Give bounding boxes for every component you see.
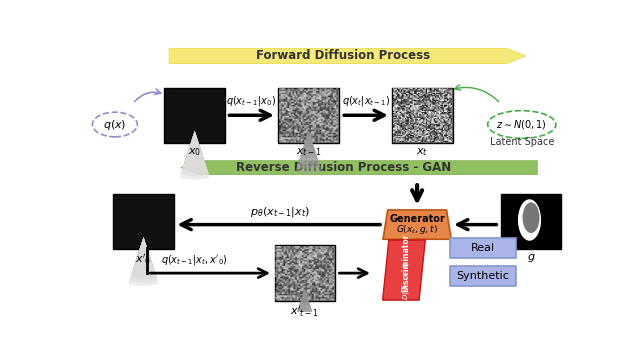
Wedge shape xyxy=(141,237,145,244)
Wedge shape xyxy=(296,289,313,316)
Wedge shape xyxy=(188,131,202,153)
Wedge shape xyxy=(134,237,153,266)
Wedge shape xyxy=(303,131,314,147)
Text: Discriminator: Discriminator xyxy=(401,233,410,292)
Wedge shape xyxy=(193,131,196,137)
Text: $\mathit{z \sim N(0,1)}$: $\mathit{z \sim N(0,1)}$ xyxy=(497,118,547,131)
FancyBboxPatch shape xyxy=(501,194,561,249)
Wedge shape xyxy=(300,289,310,305)
Text: $\mathit{G(x_t, g, t)}$: $\mathit{G(x_t, g, t)}$ xyxy=(396,224,438,237)
Wedge shape xyxy=(302,131,316,152)
Wedge shape xyxy=(191,131,199,144)
Text: Reverse Diffusion Process - GAN: Reverse Diffusion Process - GAN xyxy=(236,161,451,174)
FancyBboxPatch shape xyxy=(113,194,174,249)
Text: $\mathit{x'_0}$: $\mathit{x'_0}$ xyxy=(136,252,152,267)
Wedge shape xyxy=(184,131,205,163)
Text: $\mathit{q(x_{t-1}|x_0)}$: $\mathit{q(x_{t-1}|x_0)}$ xyxy=(226,94,276,108)
Wedge shape xyxy=(303,289,307,294)
Wedge shape xyxy=(136,237,152,263)
Wedge shape xyxy=(182,131,208,173)
FancyBboxPatch shape xyxy=(278,87,339,143)
Wedge shape xyxy=(293,289,317,326)
Text: $\mathit{x_0}$: $\mathit{x_0}$ xyxy=(188,146,202,158)
Wedge shape xyxy=(138,237,150,257)
Wedge shape xyxy=(298,131,319,163)
Wedge shape xyxy=(307,131,310,136)
FancyBboxPatch shape xyxy=(164,87,225,143)
Text: Generator: Generator xyxy=(389,214,445,224)
FancyBboxPatch shape xyxy=(451,266,516,286)
Wedge shape xyxy=(305,131,312,141)
Wedge shape xyxy=(129,237,159,286)
Text: Latent Space: Latent Space xyxy=(490,137,554,147)
Wedge shape xyxy=(189,131,200,147)
Wedge shape xyxy=(301,289,308,299)
FancyBboxPatch shape xyxy=(392,87,452,143)
Text: $\mathit{D(x'_*, x_t, t)}$: $\mathit{D(x'_*, x_t, t)}$ xyxy=(400,261,411,300)
Text: Real: Real xyxy=(471,243,495,253)
Text: $\mathit{x'_{t-1}}$: $\mathit{x'_{t-1}}$ xyxy=(291,304,319,319)
Text: $\mathit{q(x_t|x_{t-1})}$: $\mathit{q(x_t|x_{t-1})}$ xyxy=(342,94,390,108)
Text: $\mathit{q(x)}$: $\mathit{q(x)}$ xyxy=(103,118,127,132)
Wedge shape xyxy=(180,131,210,180)
FancyArrow shape xyxy=(180,161,537,174)
Wedge shape xyxy=(186,131,204,160)
Wedge shape xyxy=(194,131,196,134)
Wedge shape xyxy=(132,237,155,273)
Text: $\mathit{g}$: $\mathit{g}$ xyxy=(527,252,536,264)
Wedge shape xyxy=(138,237,148,253)
Wedge shape xyxy=(133,237,154,270)
Wedge shape xyxy=(140,237,148,250)
Wedge shape xyxy=(182,131,207,170)
Wedge shape xyxy=(131,237,156,276)
Text: $\mathit{x_{t-1}}$: $\mathit{x_{t-1}}$ xyxy=(296,146,321,158)
FancyArrow shape xyxy=(169,48,525,64)
Text: Synthetic: Synthetic xyxy=(456,271,509,281)
Wedge shape xyxy=(298,289,312,310)
Wedge shape xyxy=(143,237,145,240)
Text: Forward Diffusion Process: Forward Diffusion Process xyxy=(257,49,431,62)
Wedge shape xyxy=(191,131,198,140)
Ellipse shape xyxy=(488,111,556,138)
Ellipse shape xyxy=(518,200,540,240)
Wedge shape xyxy=(131,237,157,279)
Wedge shape xyxy=(294,289,315,321)
Text: $\mathit{x_t}$: $\mathit{x_t}$ xyxy=(417,146,429,158)
Wedge shape xyxy=(291,289,318,332)
Wedge shape xyxy=(136,237,150,260)
Ellipse shape xyxy=(524,203,539,232)
Wedge shape xyxy=(295,131,322,174)
Polygon shape xyxy=(383,240,425,300)
Wedge shape xyxy=(141,237,147,247)
Wedge shape xyxy=(187,131,203,157)
Wedge shape xyxy=(180,131,209,176)
Wedge shape xyxy=(297,131,321,168)
FancyBboxPatch shape xyxy=(275,245,335,301)
Wedge shape xyxy=(184,131,206,167)
FancyBboxPatch shape xyxy=(451,238,516,258)
Polygon shape xyxy=(383,210,451,239)
Wedge shape xyxy=(300,131,317,158)
Text: $\mathit{q(x_{t-1}|x_t, x'_0)}$: $\mathit{q(x_{t-1}|x_t, x'_0)}$ xyxy=(161,253,228,267)
Wedge shape xyxy=(129,237,157,283)
Ellipse shape xyxy=(92,112,138,137)
Wedge shape xyxy=(189,131,201,150)
Text: $\mathit{p_\theta(x_{t-1}|x_t)}$: $\mathit{p_\theta(x_{t-1}|x_t)}$ xyxy=(250,205,310,219)
